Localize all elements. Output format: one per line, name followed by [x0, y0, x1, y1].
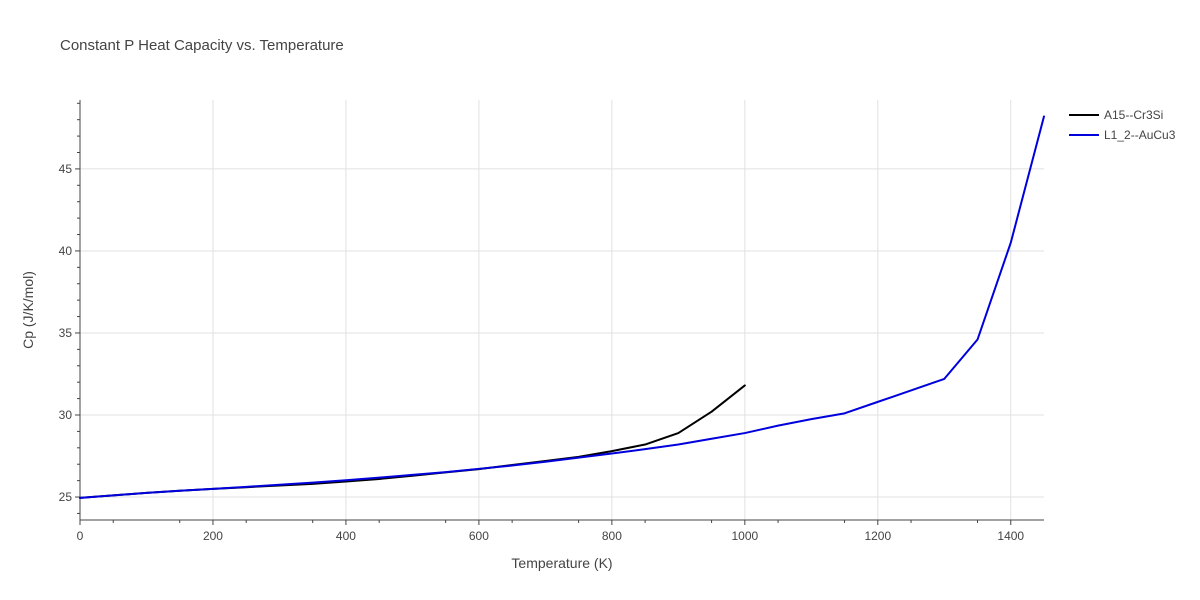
- legend-label: A15--Cr3Si: [1104, 108, 1163, 122]
- legend-label: L1_2--AuCu3: [1104, 128, 1176, 142]
- legend-item[interactable]: L1_2--AuCu3: [1069, 128, 1176, 142]
- legend: A15--Cr3Si L1_2--AuCu3: [1069, 108, 1176, 142]
- chart-title: Constant P Heat Capacity vs. Temperature: [60, 37, 344, 54]
- series-lines: [79, 115, 1045, 499]
- y-tick-label: 45: [59, 162, 73, 176]
- x-tick-label: 0: [77, 529, 84, 543]
- x-tick-label: 200: [203, 529, 223, 543]
- x-tick-label: 1200: [864, 529, 891, 543]
- legend-item[interactable]: A15--Cr3Si: [1069, 108, 1163, 122]
- y-gridlines: [80, 168, 1044, 498]
- y-tick-label: 40: [59, 244, 73, 258]
- x-gridlines: [212, 100, 1012, 520]
- axes: [75, 100, 1044, 525]
- y-axis-title: Cp (J/K/mol): [20, 271, 36, 349]
- x-tick-label: 1400: [997, 529, 1024, 543]
- y-tick-label: 30: [59, 408, 73, 422]
- x-tick-label: 600: [469, 529, 489, 543]
- x-tick-labels: 0 200 400 600 800 1000 1200 1400: [77, 529, 1025, 543]
- x-tick-label: 800: [602, 529, 622, 543]
- y-tick-label: 35: [59, 326, 73, 340]
- y-tick-labels: 25 30 35 40 45: [59, 162, 73, 504]
- x-axis-title: Temperature (K): [511, 555, 612, 571]
- series-line-1[interactable]: [79, 384, 746, 499]
- series-line-2[interactable]: [79, 115, 1045, 499]
- x-tick-label: 1000: [731, 529, 758, 543]
- y-tick-label: 25: [59, 490, 73, 504]
- x-tick-label: 400: [336, 529, 356, 543]
